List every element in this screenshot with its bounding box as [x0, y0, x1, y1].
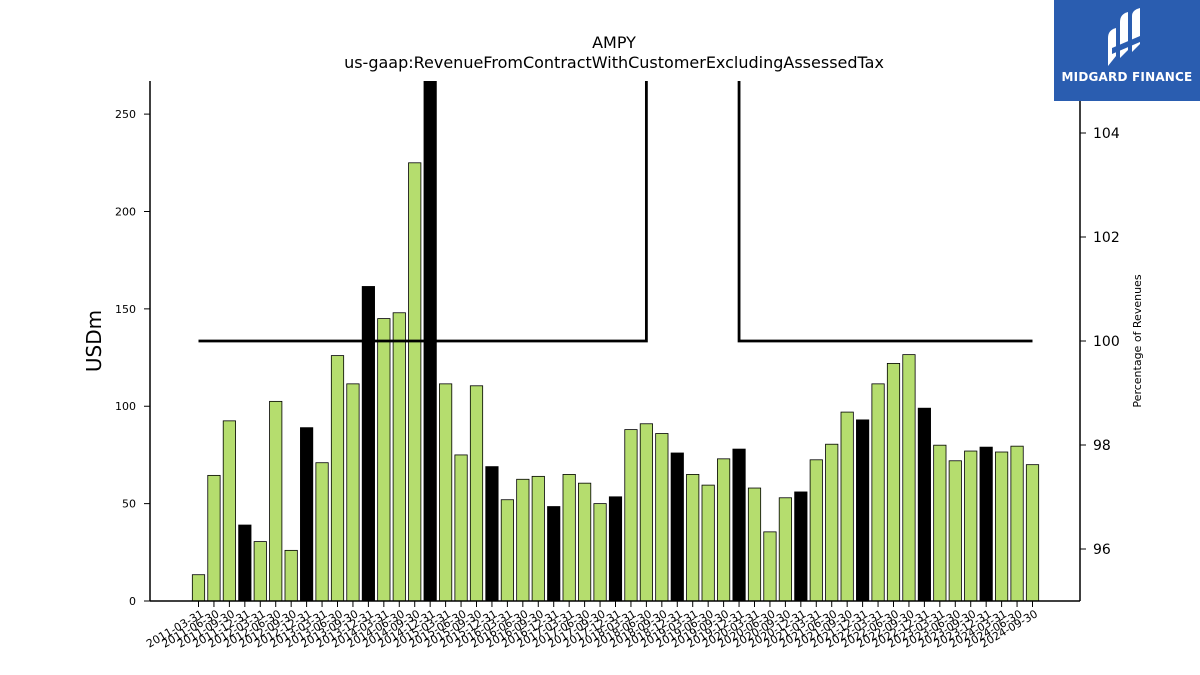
- brand-logo-text: MIDGARD FINANCE: [1061, 70, 1193, 84]
- y-right-tick-label: 104: [1093, 126, 1120, 142]
- bar: [763, 531, 777, 601]
- bar: [330, 355, 345, 601]
- bar: [593, 503, 607, 601]
- bar: [933, 444, 947, 601]
- chart-subtitle: us-gaap:RevenueFromContractWithCustomerE…: [344, 53, 884, 72]
- bar: [686, 474, 700, 601]
- bar: [485, 466, 499, 601]
- bar: [717, 458, 731, 601]
- bar: [979, 446, 993, 601]
- midgard-logo-icon: [1108, 8, 1140, 66]
- bar: [516, 478, 530, 601]
- bar: [794, 491, 808, 601]
- bar: [825, 443, 839, 601]
- bar: [454, 454, 468, 601]
- y-axis-label: USDm: [82, 310, 106, 372]
- bar: [871, 383, 885, 601]
- bar: [578, 482, 592, 601]
- y-tick-label: 50: [122, 498, 136, 511]
- bar: [624, 429, 638, 601]
- bar: [361, 286, 375, 601]
- bar: [701, 484, 715, 601]
- y-tick-label: 100: [115, 400, 136, 413]
- bar: [809, 459, 823, 601]
- bar: [639, 423, 653, 601]
- bar: [902, 354, 916, 601]
- bar: [964, 450, 978, 601]
- bar: [469, 385, 484, 601]
- bar: [608, 496, 623, 601]
- bar: [840, 411, 854, 601]
- bar: [392, 312, 406, 601]
- y-tick-label: 0: [129, 595, 136, 608]
- bar: [917, 407, 931, 601]
- bar: [732, 448, 746, 601]
- bar: [408, 162, 422, 601]
- y-right-tick-label: 96: [1093, 542, 1111, 558]
- bar: [747, 487, 762, 601]
- bar: [655, 433, 669, 601]
- axes-group: 05010015020025096981001021042011-03-3120…: [115, 81, 1120, 651]
- bar: [253, 541, 267, 601]
- line-group: [198, 81, 1033, 343]
- bar: [346, 383, 360, 601]
- bar: [500, 499, 514, 601]
- bar: [1010, 445, 1024, 601]
- y-tick-label: 150: [115, 303, 136, 316]
- bar: [222, 420, 236, 601]
- bar: [547, 506, 561, 601]
- y-axis-label-right: Percentage of Revenues: [1131, 274, 1144, 407]
- bar: [778, 497, 792, 601]
- bar: [284, 549, 298, 601]
- bar: [562, 474, 576, 601]
- bar: [377, 318, 391, 601]
- bar: [995, 451, 1009, 601]
- bar: [856, 419, 870, 601]
- bar: [439, 383, 453, 601]
- bar: [1025, 464, 1040, 601]
- y-right-tick-label: 98: [1093, 438, 1111, 454]
- bar: [315, 462, 329, 601]
- bar: [886, 362, 901, 601]
- bar: [269, 400, 283, 601]
- chart-title: AMPY: [592, 33, 636, 52]
- bar: [191, 574, 206, 601]
- y-tick-label: 250: [115, 108, 136, 121]
- bar: [670, 452, 684, 601]
- bar: [531, 475, 545, 601]
- bar: [238, 524, 252, 601]
- bar: [948, 460, 962, 601]
- y-tick-label: 200: [115, 205, 136, 218]
- y-right-tick-label: 102: [1093, 230, 1120, 246]
- bar: [300, 427, 314, 601]
- bar: [207, 474, 221, 601]
- y-right-tick-label: 100: [1093, 334, 1120, 350]
- bars-group: [191, 81, 1040, 601]
- brand-logo: MIDGARD FINANCE: [1054, 0, 1200, 101]
- series-line: [198, 81, 1033, 343]
